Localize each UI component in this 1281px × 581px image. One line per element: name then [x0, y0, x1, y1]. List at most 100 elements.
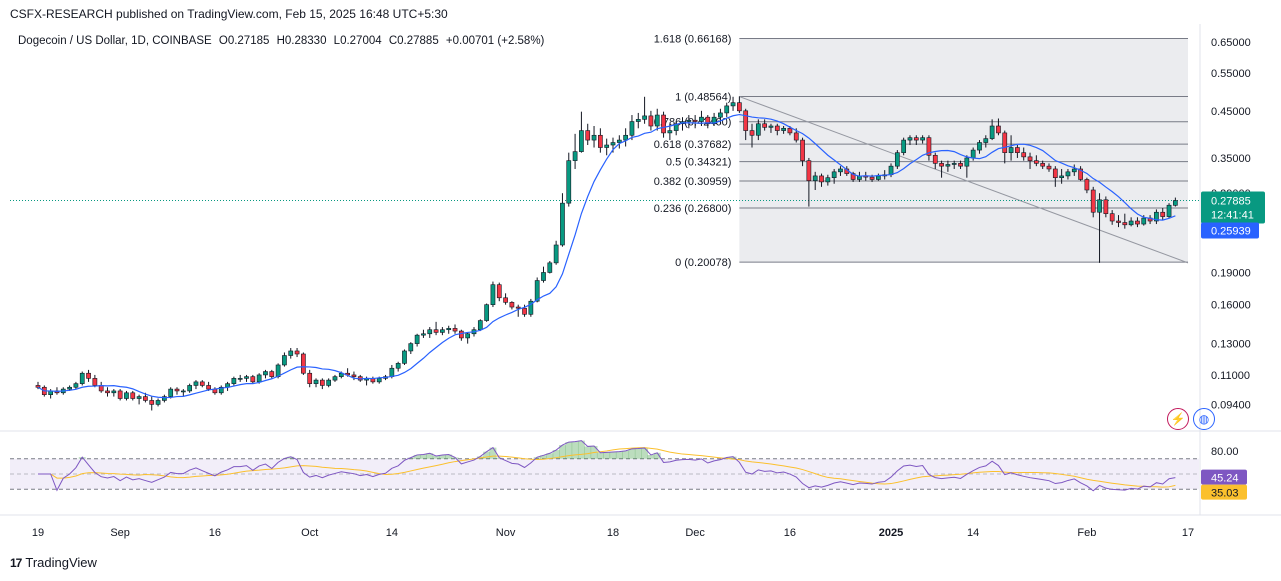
candle-body: [180, 390, 186, 393]
candle-body: [477, 320, 483, 331]
candle-body: [351, 374, 357, 377]
candle-body: [92, 378, 98, 386]
candle-body: [301, 353, 306, 374]
symbol-name: Dogecoin / US Dollar, 1D, COINBASE: [18, 35, 212, 47]
candle-body: [951, 163, 957, 165]
candle-body: [579, 130, 584, 152]
candle-body: [1173, 200, 1178, 206]
candle-body: [414, 334, 420, 344]
candle-body: [496, 284, 502, 299]
candle-body: [850, 173, 856, 180]
candle-body: [1160, 211, 1166, 217]
moving-average-line: [37, 113, 1176, 399]
time-tick-label: Nov: [496, 527, 516, 539]
candle-body: [686, 119, 692, 122]
candle-body: [86, 372, 91, 379]
candle-body: [692, 119, 698, 122]
candle-body: [446, 328, 452, 331]
candle-body: [458, 330, 464, 339]
candle-body: [654, 114, 660, 127]
candle-body: [421, 333, 426, 336]
candle-body: [1065, 171, 1071, 177]
candle-body: [1059, 175, 1064, 178]
candle-body: [977, 142, 982, 151]
candle-body: [1154, 211, 1159, 222]
candle-body: [515, 306, 521, 309]
candle-body: [263, 371, 268, 376]
candle-body: [553, 244, 559, 264]
candle-body: [939, 163, 944, 167]
fib-level-label: 0.618 (0.37682): [654, 139, 732, 151]
candle-body: [989, 125, 995, 139]
candle-body: [907, 137, 913, 141]
candle-body: [1122, 222, 1128, 226]
candle-body: [244, 376, 249, 379]
candle-body: [560, 202, 565, 246]
candle-body: [774, 125, 780, 131]
price-tick-label: 0.09400: [1211, 399, 1251, 411]
candle-body: [1071, 168, 1077, 173]
candle-body: [307, 372, 313, 384]
candle-body: [1128, 220, 1134, 226]
current-price-label: 0.27885: [1211, 196, 1251, 208]
fib-level-label: 0 (0.20078): [675, 257, 731, 269]
countdown-label: 12:41:41: [1211, 210, 1254, 222]
time-tick-label: 14: [386, 527, 398, 539]
candle-body: [623, 134, 628, 141]
candle-body: [913, 137, 919, 141]
fib-level-label: 1.618 (0.66168): [654, 34, 732, 46]
lightning-icon[interactable]: ⚡: [1167, 408, 1189, 430]
fib-level-label: 0.382 (0.30959): [654, 176, 732, 188]
candle-body: [547, 262, 553, 273]
candle-body: [970, 149, 976, 159]
price-tick-label: 0.16000: [1211, 300, 1251, 312]
candle-body: [894, 152, 900, 167]
candle-body: [1015, 147, 1020, 153]
candle-body: [1109, 213, 1115, 222]
candle-body: [926, 137, 932, 156]
candle-body: [1084, 179, 1090, 191]
candle-body: [755, 123, 761, 136]
candle-body: [250, 376, 256, 383]
candle-body: [1141, 217, 1147, 225]
globe-icon[interactable]: ◍: [1193, 408, 1215, 430]
candle-body: [313, 379, 319, 384]
candle-body: [819, 175, 824, 183]
candle-body: [117, 390, 123, 399]
candle-body: [237, 378, 243, 380]
legend-open: O0.27185: [218, 35, 270, 47]
candle-body: [920, 137, 925, 141]
fib-level-label: 0.5 (0.34321): [666, 157, 731, 169]
candle-body: [528, 300, 534, 315]
candle-body: [768, 125, 774, 128]
candle-body: [932, 154, 938, 164]
candle-body: [812, 175, 818, 181]
candle-body: [193, 381, 199, 386]
time-tick-label: Oct: [301, 527, 318, 539]
time-tick-label: Sep: [110, 527, 130, 539]
candle-body: [1052, 168, 1058, 178]
candle-body: [484, 304, 489, 321]
time-tick-label: 16: [209, 527, 221, 539]
candle-body: [402, 350, 407, 364]
publish-line: CSFX-RESEARCH published on TradingView.c…: [10, 7, 448, 21]
candle-body: [130, 392, 136, 399]
price-tick-label: 0.19000: [1211, 267, 1251, 279]
candle-body: [1021, 152, 1027, 158]
time-tick-label: Dec: [685, 527, 705, 539]
candle-body: [149, 400, 155, 405]
candle-body: [541, 272, 546, 281]
price-tick-label: 0.35000: [1211, 153, 1251, 165]
candle-body: [604, 144, 610, 148]
candle-body: [711, 116, 717, 125]
price-tick-label: 0.45000: [1211, 106, 1251, 118]
candle-body: [465, 333, 471, 339]
candle-body: [996, 125, 1001, 134]
candle-body: [199, 381, 205, 386]
rsi-line: [38, 440, 1176, 492]
candle-body: [964, 157, 970, 167]
time-tick-label: 14: [967, 527, 979, 539]
time-tick-label: 19: [32, 527, 44, 539]
candle-body: [945, 164, 951, 167]
